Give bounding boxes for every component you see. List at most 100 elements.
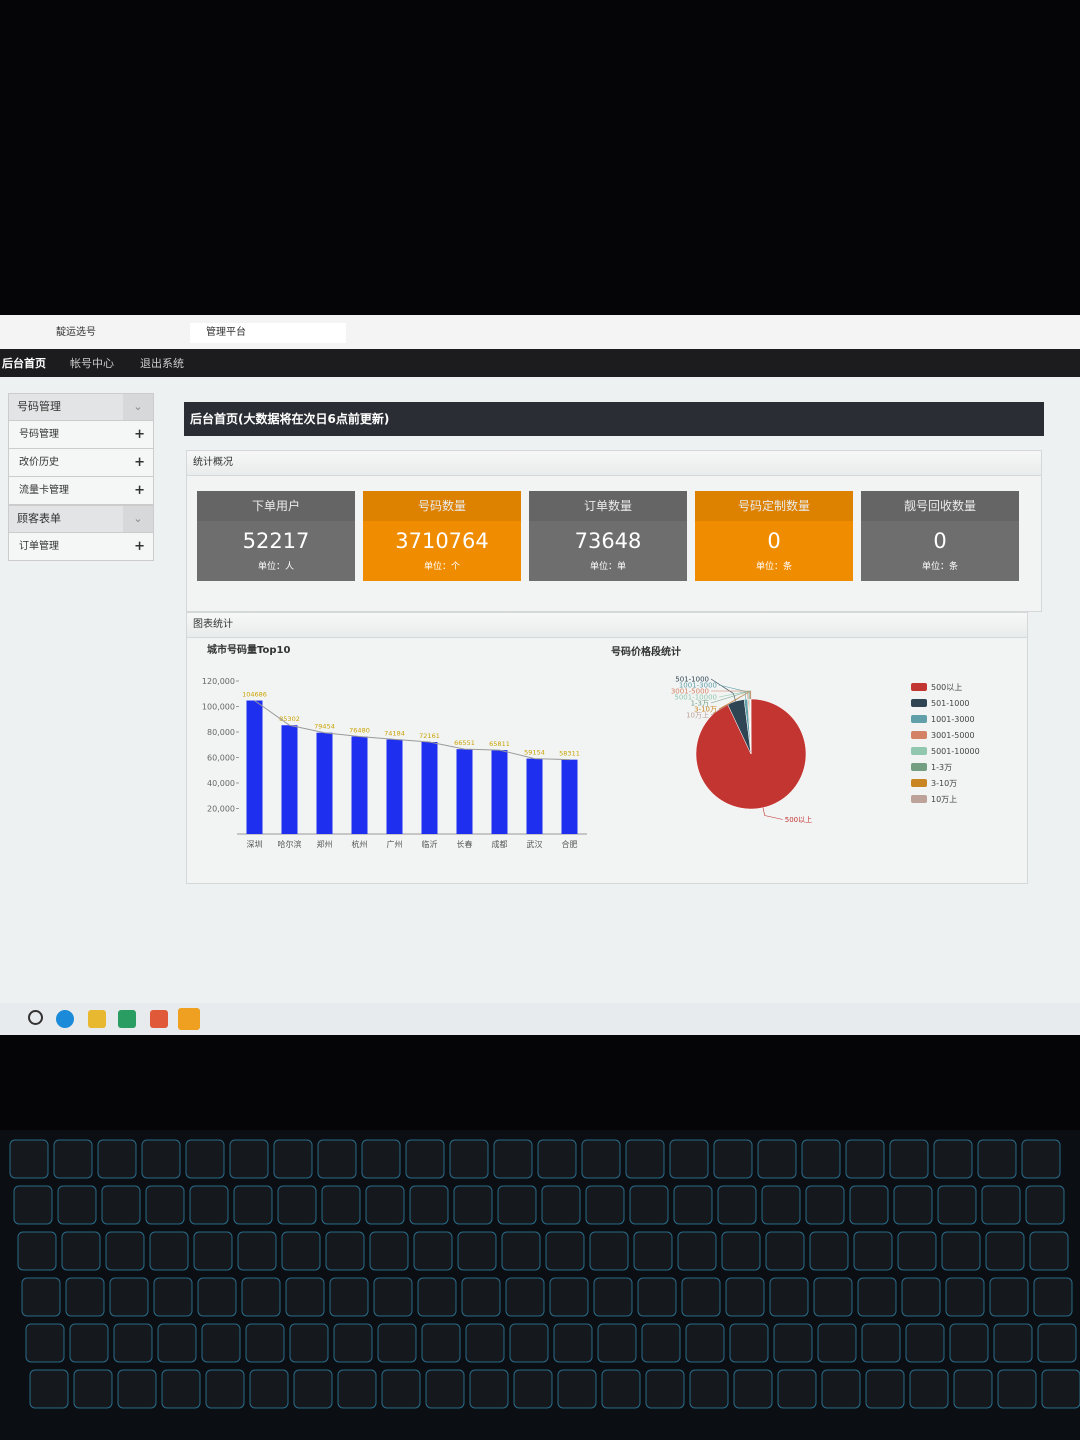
bar [316,732,333,834]
data-label: 104686 [242,691,267,699]
key [821,1369,861,1409]
sidebar-item[interactable]: 订单管理 [8,533,154,561]
sidebar-group[interactable]: 号码管理 [8,393,154,421]
stat-card: 订单数量 73648 单位：单 [529,491,687,581]
key [9,1139,49,1179]
data-label: 72161 [419,732,440,740]
key [1021,1139,1061,1179]
x-tick-label: 广州 [387,839,403,849]
data-label: 79454 [314,723,335,731]
legend-label: 1001-3000 [931,715,975,724]
key [981,1185,1021,1225]
key [953,1369,993,1409]
legend-label: 500以上 [931,683,962,692]
key [409,1185,449,1225]
key [229,1139,269,1179]
x-tick-label: 杭州 [352,839,368,849]
key [893,1185,933,1225]
bar [281,725,298,834]
key [549,1277,589,1317]
folder-icon[interactable] [88,1010,106,1028]
page-title: 后台首页(大数据将在次日6点前更新) [184,402,1044,436]
key [625,1139,665,1179]
edge-icon[interactable] [56,1010,74,1028]
key [985,1231,1025,1271]
panel-heading: 统计概况 [187,451,1041,476]
key [241,1277,281,1317]
search-icon[interactable] [28,1010,43,1025]
key [369,1231,409,1271]
key [461,1277,501,1317]
x-tick-label: 武汉 [527,839,543,849]
key [681,1277,721,1317]
key [1037,1323,1077,1363]
key [865,1369,905,1409]
key [889,1139,929,1179]
key [633,1231,673,1271]
bar [561,759,578,834]
stat-label: 订单数量 [529,491,687,521]
key [765,1231,805,1271]
key [141,1139,181,1179]
key [813,1277,853,1317]
key [29,1369,69,1409]
key [901,1277,941,1317]
stat-unit: 单位：单 [589,562,626,572]
browser-tab[interactable]: 管理平台 [190,323,346,343]
x-tick-label: 成都 [492,839,508,849]
taskbar [0,1003,1080,1035]
key [685,1323,725,1363]
key [537,1139,577,1179]
slice-label: 500以上 [785,815,812,824]
nav-item[interactable]: 退出系统 [140,357,184,370]
key [773,1323,813,1363]
sidebar-group[interactable]: 顾客表单 [8,505,154,533]
wechat-icon[interactable] [178,1008,200,1030]
nav-item[interactable]: 帐号中心 [70,357,114,370]
slice-label: 5001-10000 [674,694,717,702]
key [769,1277,809,1317]
sidebar-item[interactable]: 号码管理 [8,421,154,449]
sidebar: 号码管理号码管理改价历史流量卡管理顾客表单订单管理 [8,393,154,561]
monitor-screen: 靛运选号 管理平台 后台首页 帐号中心 退出系统 号码管理号码管理改价历史流量卡… [0,315,1080,1035]
key [777,1369,817,1409]
browser-tab[interactable]: 靛运选号 [56,327,96,338]
legend-label: 10万上 [931,795,957,804]
key [757,1139,797,1179]
trend-line [254,700,570,761]
nav-item[interactable]: 后台首页 [2,357,46,370]
store-icon[interactable] [150,1010,168,1028]
key [1025,1185,1065,1225]
key [105,1231,145,1271]
key [161,1369,201,1409]
key [553,1323,593,1363]
stat-card: 号码定制数量 0 单位：条 [695,491,853,581]
stat-label: 号码定制数量 [695,491,853,521]
key [729,1323,769,1363]
bar [351,736,368,834]
legend-swatch [911,747,927,755]
key [25,1323,65,1363]
app-icon[interactable] [118,1010,136,1028]
key [801,1139,841,1179]
key [845,1139,885,1179]
key [249,1369,289,1409]
key [949,1323,989,1363]
sidebar-item[interactable]: 改价历史 [8,449,154,477]
slice-label: 3-10万 [694,706,717,714]
key [589,1231,629,1271]
y-tick-label: 120,000 [202,677,235,686]
pie-chart: 号码价格段统计500以上501-10001001-30003001-500050… [611,645,980,824]
key [201,1323,241,1363]
key [585,1185,625,1225]
key [581,1139,621,1179]
browser-tab-bar: 靛运选号 管理平台 [0,315,1080,350]
key [289,1323,329,1363]
key [761,1185,801,1225]
chart-title: 城市号码量Top10 [207,643,290,656]
bar [491,750,508,834]
sidebar-item[interactable]: 流量卡管理 [8,477,154,505]
key [457,1231,497,1271]
key [993,1323,1033,1363]
key [725,1277,765,1317]
